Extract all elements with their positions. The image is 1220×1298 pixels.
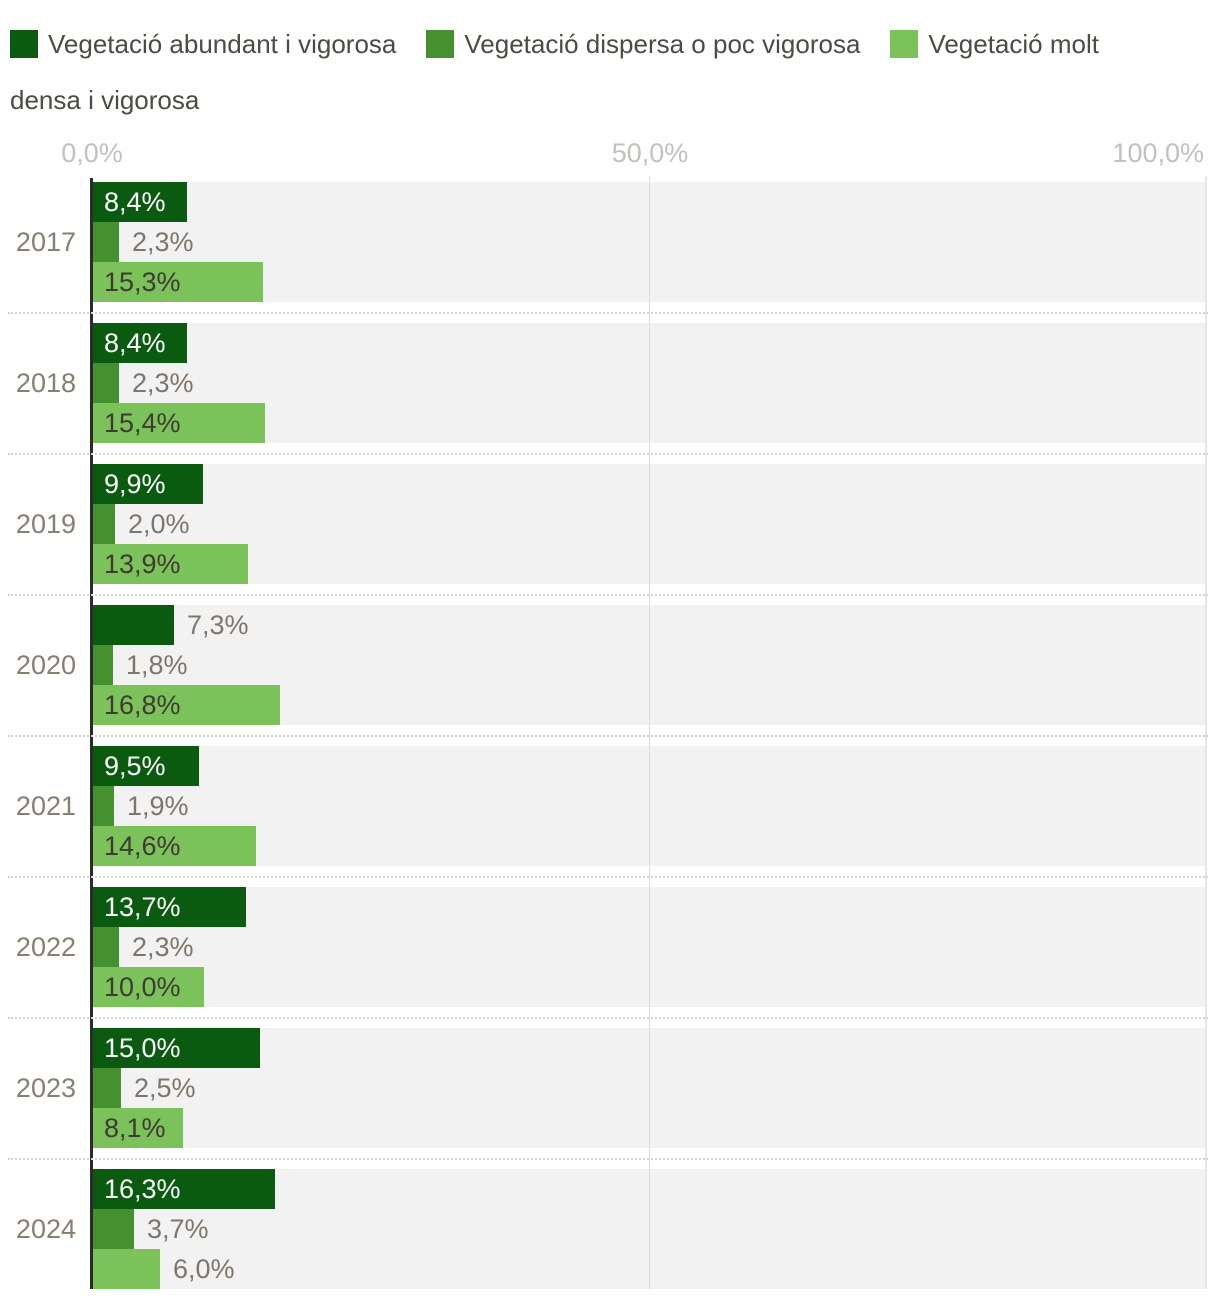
legend-label: Vegetació abundant i vigorosa (48, 29, 397, 59)
bar-value-label: 6,0% (173, 1254, 235, 1284)
legend: Vegetació abundant i vigorosa Vegetació d… (0, 0, 1180, 128)
bar-2023-series-3[interactable]: 8,1% (93, 1108, 183, 1148)
legend-label: Vegetació molt densa i vigorosa (10, 29, 1099, 115)
bar-value-label: 1,8% (126, 650, 188, 680)
legend-swatch-icon (890, 30, 919, 58)
bar-2018-series-2[interactable] (93, 363, 119, 403)
bar-2017-series-1[interactable]: 8,4% (93, 182, 187, 222)
group-separator (8, 594, 1208, 596)
bar-value-label: 2,5% (134, 1073, 196, 1103)
legend-item-3[interactable]: Vegetació molt densa i vigorosa (10, 29, 1099, 115)
bar-value-label: 15,4% (104, 408, 181, 438)
group-separator (8, 453, 1208, 455)
bar-value-label: 9,9% (104, 469, 166, 499)
bar-value-label: 8,4% (104, 328, 166, 358)
bar-2019-series-1[interactable]: 9,9% (93, 464, 203, 504)
bar-2019-series-2[interactable] (93, 504, 115, 544)
bar-2021-series-2[interactable] (93, 786, 114, 826)
bar-2020-series-1[interactable] (93, 605, 174, 645)
year-label: 2020 (15, 649, 76, 680)
year-label: 2022 (15, 931, 76, 962)
y-axis-line (90, 178, 93, 1289)
bar-2017-series-2[interactable] (93, 222, 119, 262)
year-label: 2019 (15, 508, 76, 539)
bar-2022-series-3[interactable]: 10,0% (93, 967, 204, 1007)
bar-2020-series-2[interactable] (93, 645, 113, 685)
bar-value-label: 15,3% (104, 267, 181, 297)
bar-value-label: 14,6% (104, 831, 181, 861)
bar-2020-series-3[interactable]: 16,8% (93, 685, 280, 725)
bar-2021-series-1[interactable]: 9,5% (93, 746, 199, 786)
bar-2023-series-2[interactable] (93, 1068, 121, 1108)
bar-value-label: 8,1% (104, 1113, 166, 1143)
bar-value-label: 10,0% (104, 972, 181, 1002)
bar-2019-series-3[interactable]: 13,9% (93, 544, 248, 584)
year-label: 2024 (15, 1213, 76, 1244)
legend-swatch-icon (10, 30, 38, 58)
bar-value-label: 13,7% (104, 892, 181, 922)
bar-value-label: 16,3% (104, 1174, 181, 1204)
legend-item-2[interactable]: Vegetació dispersa o poc vigorosa (426, 29, 890, 59)
bar-value-label: 13,9% (104, 549, 181, 579)
bar-2018-series-3[interactable]: 15,4% (93, 403, 265, 443)
bar-value-label: 16,8% (104, 690, 181, 720)
bar-value-label: 3,7% (147, 1214, 209, 1244)
bar-value-label: 2,3% (132, 368, 194, 398)
x-axis: 0,0% 50,0% 100,0% (0, 132, 1220, 176)
year-label: 2023 (15, 1072, 76, 1103)
bar-value-label: 2,3% (132, 932, 194, 962)
x-axis-tick-50: 50,0% (611, 138, 689, 168)
bar-2017-series-3[interactable]: 15,3% (93, 262, 263, 302)
bar-2022-series-2[interactable] (93, 927, 119, 967)
bar-2024-series-3[interactable] (93, 1249, 160, 1289)
group-separator (8, 735, 1208, 737)
bar-value-label: 9,5% (104, 751, 166, 781)
bar-2018-series-1[interactable]: 8,4% (93, 323, 187, 363)
bar-value-label: 2,0% (128, 509, 190, 539)
gridline-100-percent (1205, 176, 1207, 1289)
group-separator (8, 1017, 1208, 1019)
group-separator (8, 1158, 1208, 1160)
bar-value-label: 1,9% (127, 791, 189, 821)
legend-swatch-icon (426, 30, 455, 58)
bar-2024-series-1[interactable]: 16,3% (93, 1169, 275, 1209)
bar-value-label: 2,3% (132, 227, 194, 257)
group-separator (8, 876, 1208, 878)
year-label: 2017 (15, 226, 76, 257)
legend-item-1[interactable]: Vegetació abundant i vigorosa (10, 29, 426, 59)
x-axis-tick-0: 0,0% (61, 138, 123, 168)
bar-2021-series-3[interactable]: 14,6% (93, 826, 256, 866)
gridline-50-percent (649, 176, 650, 1289)
group-separator (8, 312, 1208, 314)
x-axis-tick-100: 100,0% (1112, 138, 1204, 168)
plot-area: 2017 8,4% 2,3% 15,3% 2018 8,4% 2,3% 15,4% 2019 9,… (0, 176, 1220, 1294)
year-label: 2021 (15, 790, 76, 821)
year-label: 2018 (15, 367, 76, 398)
bar-value-label: 8,4% (104, 187, 166, 217)
bar-value-label: 15,0% (104, 1033, 181, 1063)
bar-value-label: 7,3% (187, 610, 249, 640)
bar-2022-series-1[interactable]: 13,7% (93, 887, 246, 927)
legend-label: Vegetació dispersa o poc vigorosa (464, 29, 861, 59)
bar-2023-series-1[interactable]: 15,0% (93, 1028, 260, 1068)
bar-2024-series-2[interactable] (93, 1209, 134, 1249)
